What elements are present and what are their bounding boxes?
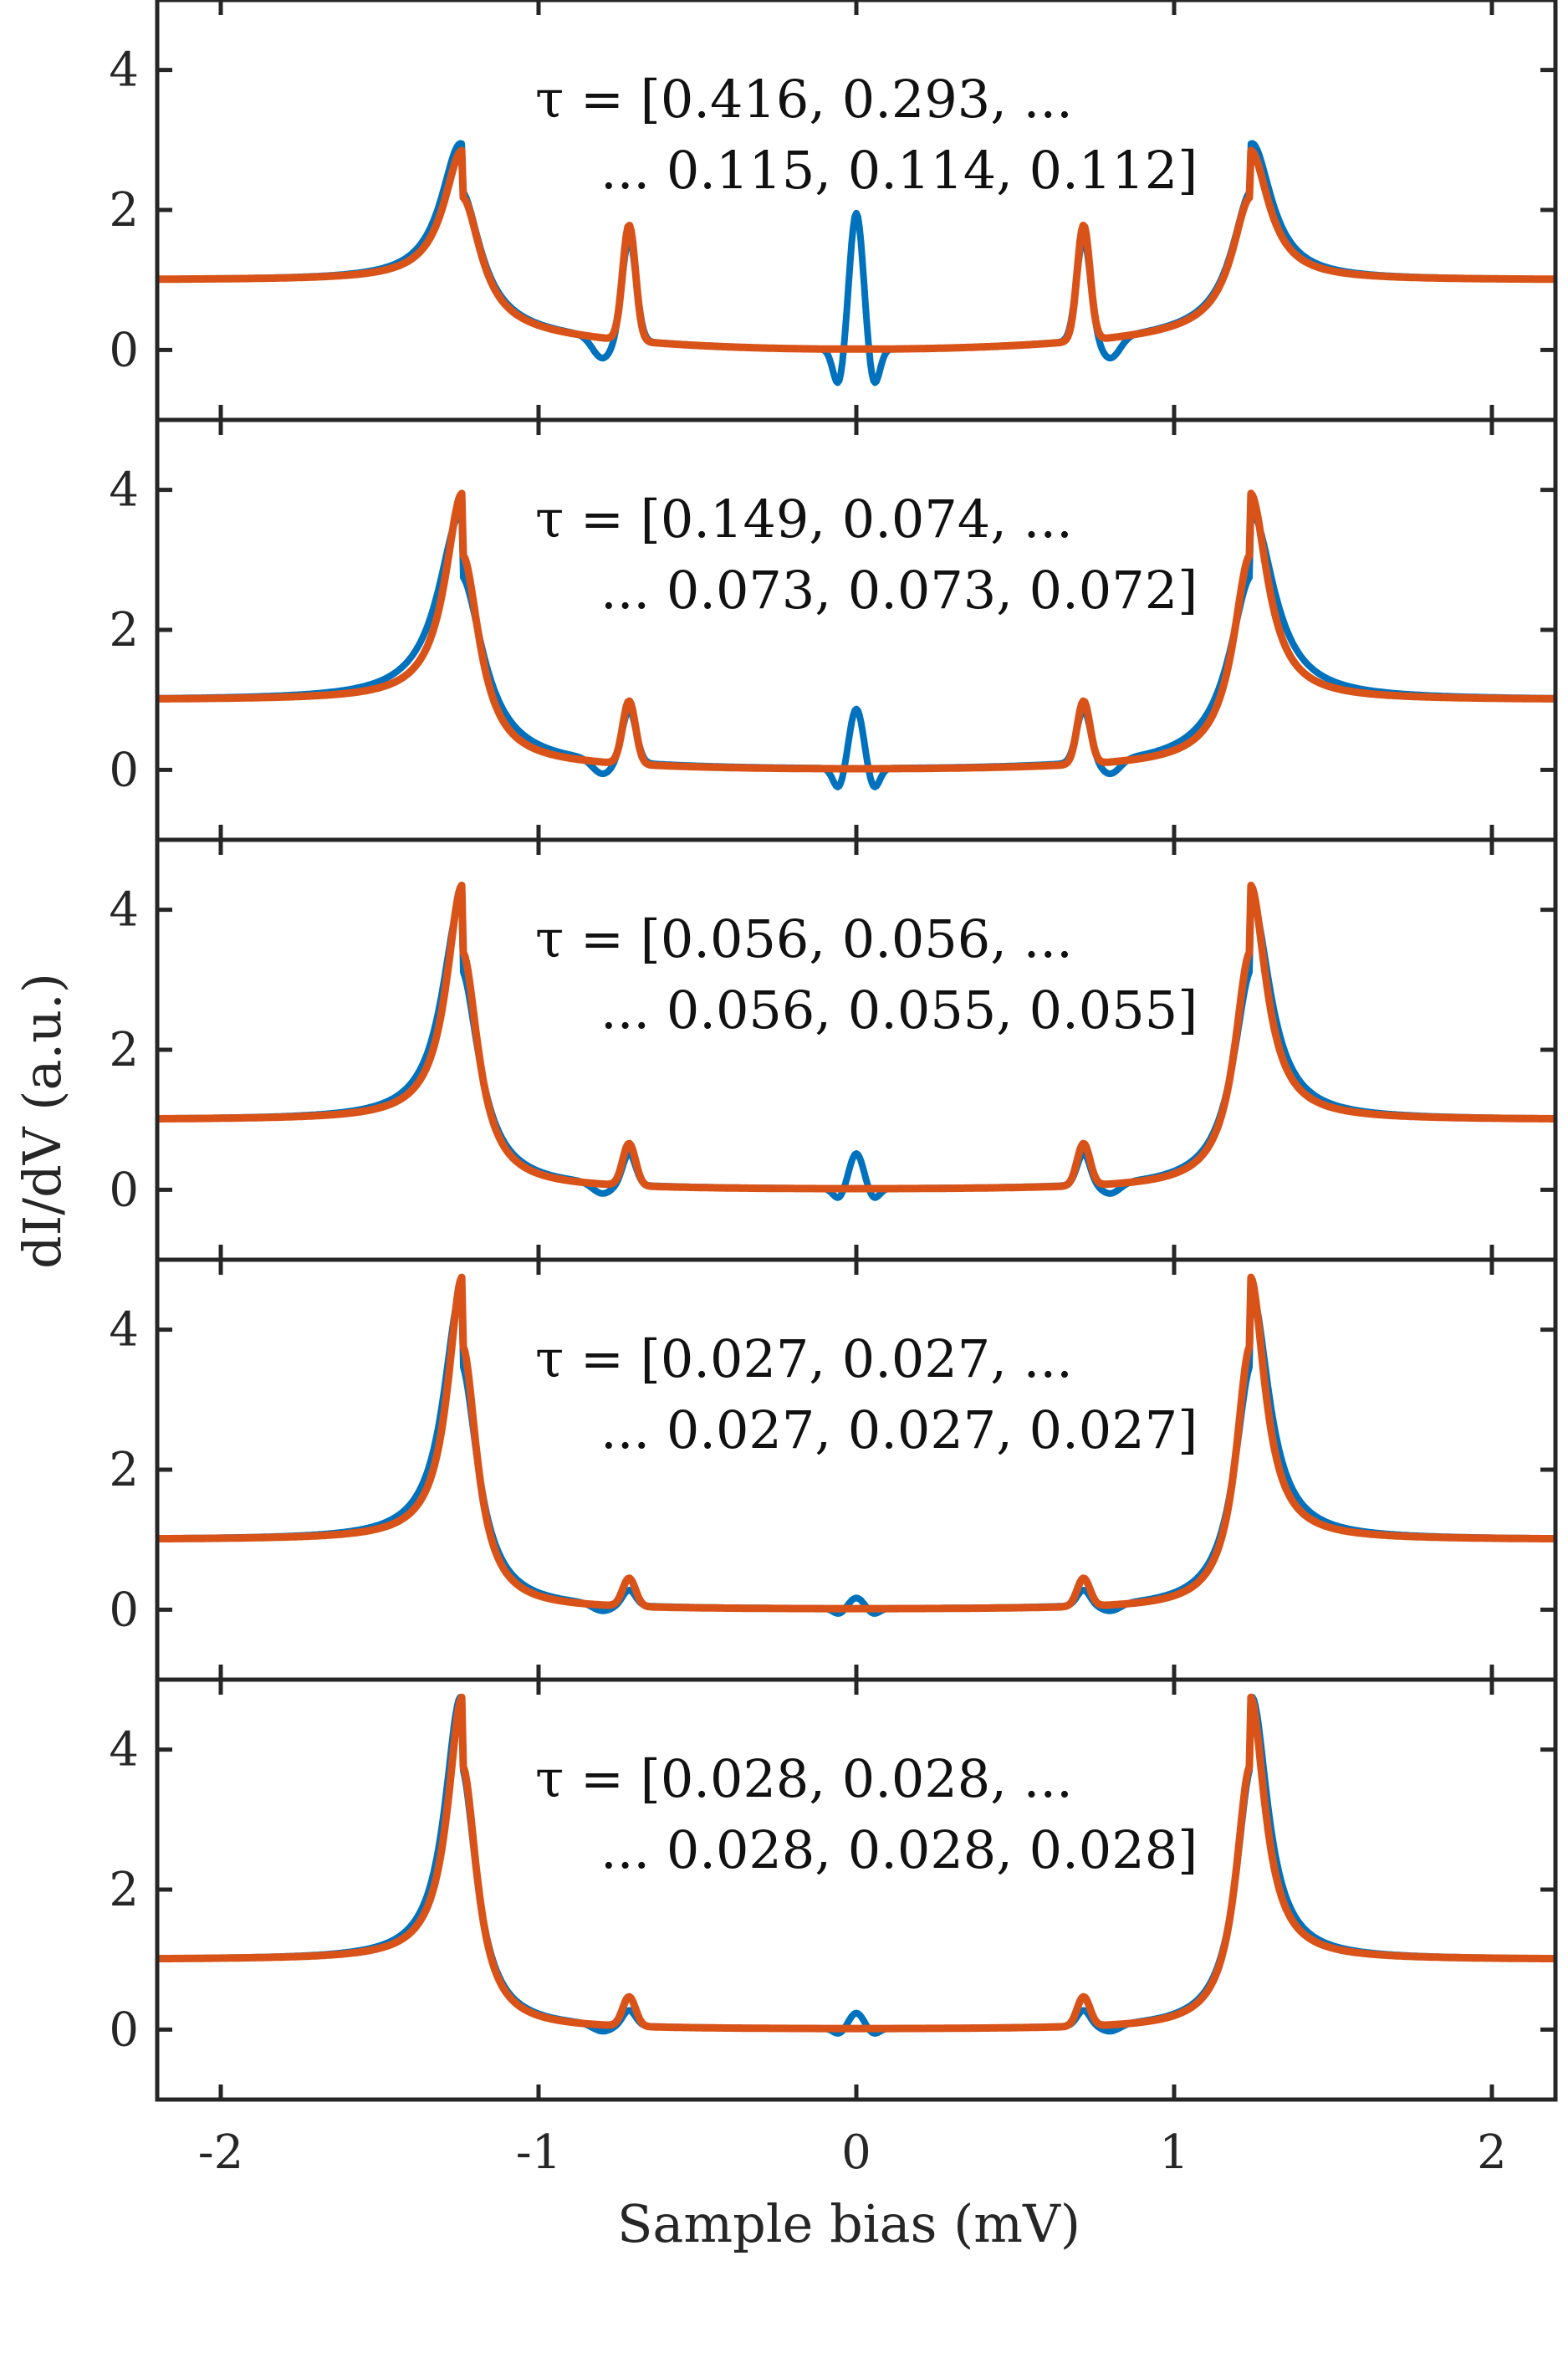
panel-frame xyxy=(155,1257,1558,1682)
panel-frame xyxy=(155,417,1558,842)
y-tick-label: 0 xyxy=(109,1583,139,1637)
fit-curve xyxy=(157,146,1555,353)
measured-curve xyxy=(157,899,1555,1201)
y-tick-label: 0 xyxy=(109,743,139,797)
y-tick-label: 2 xyxy=(109,183,139,238)
y-tick-label: 4 xyxy=(109,43,139,98)
fit-curve xyxy=(157,882,1555,1193)
tau-line-1: τ = [0.027, 0.027, ... xyxy=(535,1328,1073,1389)
y-tick-label: 0 xyxy=(109,2003,139,2057)
fit-curve xyxy=(157,489,1555,773)
measured-curve xyxy=(157,510,1555,790)
tau-line-2: ... 0.028, 0.028, 0.028] xyxy=(600,1819,1198,1880)
y-tick-label: 4 xyxy=(109,883,139,938)
tau-line-2: ... 0.115, 0.114, 0.112] xyxy=(600,140,1198,201)
panel-3: 0 2 4 τ = [0.056, 0.056, ... ... 0.056, 0.05… xyxy=(109,837,1558,1262)
panel-frame xyxy=(155,1677,1558,2102)
panel-2: 0 2 4 τ = [0.149, 0.074, ... ... 0.073, 0.07… xyxy=(109,417,1558,842)
tau-line-1: τ = [0.028, 0.028, ... xyxy=(535,1748,1073,1809)
tau-line-1: τ = [0.056, 0.056, ... xyxy=(535,908,1073,969)
y-tick-label: 4 xyxy=(109,1303,139,1358)
x-tick-label: -1 xyxy=(516,2125,562,2180)
x-tick-label: 2 xyxy=(1477,2125,1507,2180)
x-tick-label: 0 xyxy=(841,2125,871,2180)
tau-line-2: ... 0.027, 0.027, 0.027] xyxy=(600,1399,1198,1460)
y-axis-label: dI/dV (a.u.) xyxy=(12,973,73,1269)
x-tick-label: -2 xyxy=(198,2125,244,2180)
y-tick-label: 0 xyxy=(109,1163,139,1217)
y-tick-label: 2 xyxy=(109,603,139,657)
x-tick-label: 1 xyxy=(1159,2125,1189,2180)
panel-frame xyxy=(155,837,1558,1262)
fit-curve xyxy=(157,1273,1555,1613)
tau-line-2: ... 0.073, 0.073, 0.072] xyxy=(600,560,1198,621)
y-tick-label: 2 xyxy=(109,1863,139,1917)
tau-line-1: τ = [0.149, 0.074, ... xyxy=(535,489,1073,550)
y-tick-label: 4 xyxy=(109,463,139,518)
panels: 0 2 4 τ = [0.416, 0.293, ... ... 0.115, 0.11… xyxy=(109,0,1558,2180)
panel-1: 0 2 4 τ = [0.416, 0.293, ... ... 0.115, 0.11… xyxy=(109,0,1558,422)
panel-5: 0 2 4 τ = [0.028, 0.028, ... ... 0.028, 0.02… xyxy=(109,1677,1558,2102)
measured-curve xyxy=(157,1291,1555,1617)
tau-line-2: ... 0.056, 0.055, 0.055] xyxy=(600,980,1198,1041)
panel-4: 0 2 4 τ = [0.027, 0.027, ... ... 0.027, 0.02… xyxy=(109,1257,1558,1682)
y-tick-label: 4 xyxy=(109,1723,139,1778)
x-axis-label: Sample bias (mV) xyxy=(617,2193,1080,2254)
y-tick-label: 2 xyxy=(109,1023,139,1077)
y-tick-label: 0 xyxy=(109,323,139,377)
fit-curve xyxy=(157,1693,1555,2033)
y-tick-label: 2 xyxy=(109,1443,139,1497)
tau-line-1: τ = [0.416, 0.293, ... xyxy=(535,69,1073,130)
